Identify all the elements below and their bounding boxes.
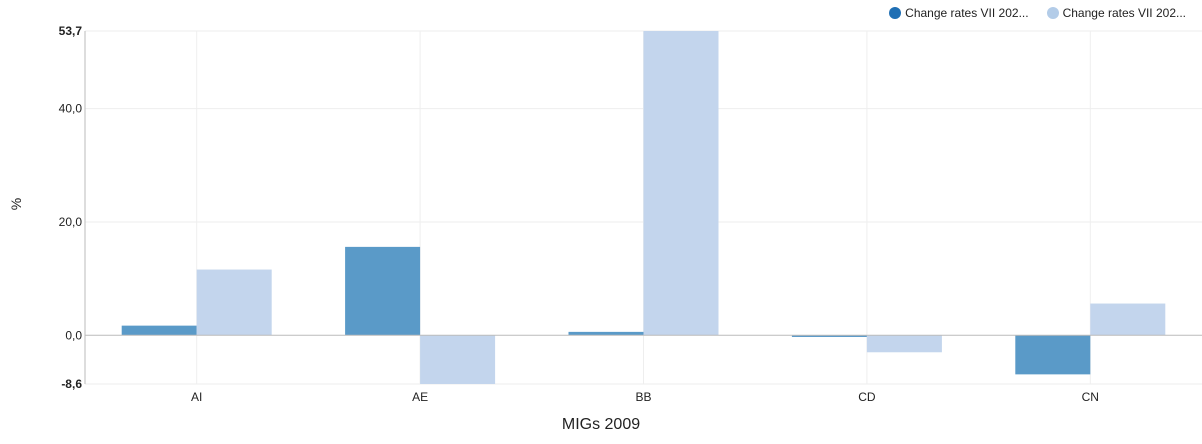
x-axis-title: MIGs 2009 <box>561 416 641 433</box>
legend-item-series-1[interactable]: Change rates VII 202... <box>889 6 1029 20</box>
bar-AI-series-2 <box>196 269 272 336</box>
bar-CN-series-2 <box>1090 303 1166 336</box>
y-tick-label: 20,0 <box>59 215 83 229</box>
legend-swatch-1 <box>889 7 902 19</box>
bar-AE-series-1 <box>345 246 421 336</box>
legend-item-series-2[interactable]: Change rates VII 202... <box>1046 6 1186 20</box>
x-tick-label: CN <box>1082 390 1099 404</box>
bar-CD-series-2 <box>866 335 942 353</box>
x-tick-label: CD <box>858 390 876 404</box>
legend-label-1: Change rates VII 202... <box>905 6 1029 20</box>
x-tick-label: AI <box>191 390 202 404</box>
y-tick-label: 40,0 <box>59 102 83 116</box>
legend-swatch-2 <box>1046 7 1059 19</box>
legend-label-2: Change rates VII 202... <box>1062 6 1186 20</box>
y-tick-label: 53,7 <box>59 24 83 38</box>
x-tick-label: AE <box>412 390 428 404</box>
bar-AI-series-1 <box>121 325 197 336</box>
bar-AE-series-2 <box>420 335 496 384</box>
x-tick-label: BB <box>635 390 651 404</box>
y-tick-label: -8,6 <box>61 377 82 391</box>
bar-CN-series-1 <box>1015 335 1091 375</box>
bar-BB-series-2 <box>643 31 719 336</box>
chart-legend: Change rates VII 202... Change rates VII… <box>889 6 1186 20</box>
y-tick-label: 0,0 <box>65 328 82 342</box>
bar-CD-series-1 <box>791 335 867 337</box>
bar-BB-series-1 <box>568 331 644 336</box>
